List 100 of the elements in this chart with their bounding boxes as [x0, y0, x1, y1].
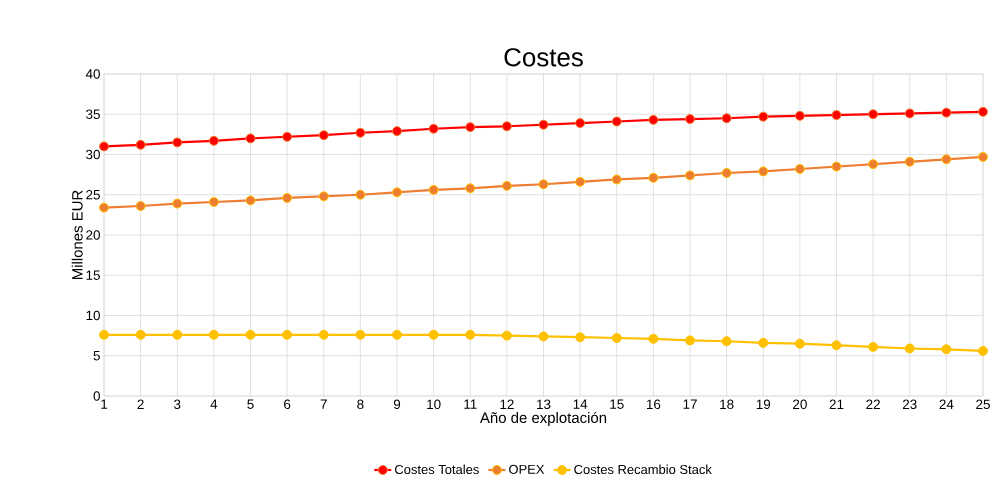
point [208, 329, 219, 340]
point [648, 172, 659, 183]
point [318, 130, 329, 141]
point [685, 335, 695, 346]
point [941, 107, 952, 118]
point [721, 336, 732, 347]
point [941, 344, 952, 355]
y-tick-label: 0 [93, 391, 100, 401]
x-tick-label: 2 [137, 399, 144, 409]
point [575, 176, 586, 187]
point [721, 113, 732, 124]
x-tick-label: 8 [357, 399, 364, 410]
x-tick-label: 16 [646, 399, 661, 410]
chart-title: Costes [504, 48, 583, 67]
point [392, 126, 402, 137]
point [318, 191, 329, 202]
point [501, 330, 512, 341]
point [355, 127, 366, 138]
point [868, 341, 879, 352]
point [501, 121, 512, 132]
y-tick-label: 30 [86, 149, 100, 160]
point [245, 329, 256, 340]
point [282, 192, 293, 203]
point [978, 345, 988, 356]
point [135, 329, 146, 340]
y-tick-label: 25 [86, 189, 100, 200]
x-tick-label: 12 [500, 399, 514, 409]
legend-label: Costes Totales [395, 464, 479, 475]
point [794, 163, 805, 174]
legend-label: OPEX [509, 464, 545, 474]
legend-label: Costes Recambio Stack [574, 464, 712, 475]
point [355, 329, 366, 340]
point [172, 137, 183, 148]
x-tick-label: 18 [720, 399, 734, 410]
point [831, 110, 842, 121]
point [245, 195, 256, 206]
point [208, 135, 219, 146]
point [538, 119, 549, 130]
x-tick-label: 14 [573, 399, 588, 409]
point [428, 329, 439, 340]
point [721, 168, 732, 178]
x-tick-label: 21 [829, 399, 844, 409]
point [355, 189, 366, 200]
x-tick-label: 7 [320, 399, 327, 409]
point [758, 111, 769, 122]
point [99, 329, 109, 340]
x-tick-label: 1 [101, 399, 108, 409]
point [868, 159, 879, 170]
point [208, 197, 219, 207]
point [794, 110, 805, 121]
point [575, 332, 586, 343]
point [941, 154, 952, 165]
point [648, 333, 659, 344]
point [868, 109, 879, 120]
point [135, 201, 146, 211]
x-tick-label: 5 [247, 399, 254, 409]
point [685, 114, 695, 125]
x-tick-label: 24 [939, 399, 954, 409]
point [904, 156, 915, 167]
point [392, 187, 402, 198]
point [501, 180, 512, 191]
y-tick-label: 40 [85, 69, 100, 79]
point [831, 340, 842, 351]
point [758, 337, 769, 348]
point [465, 329, 476, 340]
x-tick-label: 20 [793, 399, 807, 410]
point [611, 333, 622, 344]
point [611, 174, 622, 185]
point [685, 170, 695, 181]
x-tick-label: 6 [284, 399, 291, 410]
x-tick-label: 10 [427, 399, 441, 410]
y-axis-title: Millones EUR [71, 190, 83, 280]
point [904, 343, 915, 354]
point [575, 118, 586, 129]
point [465, 122, 476, 133]
point [758, 166, 769, 177]
point [428, 123, 439, 134]
point [172, 198, 183, 209]
x-tick-label: 17 [683, 399, 697, 409]
y-tick-label: 20 [86, 230, 100, 240]
point [282, 329, 293, 340]
point [538, 331, 549, 342]
point [794, 338, 805, 349]
x-tick-label: 13 [537, 399, 551, 410]
point [978, 106, 988, 117]
x-tick-label: 15 [610, 399, 624, 409]
x-tick-label: 19 [756, 399, 771, 410]
x-tick-label: 9 [393, 399, 401, 410]
point [135, 139, 146, 150]
x-tick-label: 23 [902, 399, 917, 410]
point [282, 131, 293, 142]
point [318, 329, 329, 340]
point [99, 202, 109, 213]
x-tick-label: 22 [866, 399, 880, 409]
x-tick-label: 25 [976, 399, 990, 410]
y-tick-label: 5 [93, 351, 100, 361]
y-tick-label: 10 [86, 310, 100, 321]
point [392, 329, 402, 340]
point [978, 151, 988, 162]
x-tick-label: 4 [210, 399, 218, 409]
